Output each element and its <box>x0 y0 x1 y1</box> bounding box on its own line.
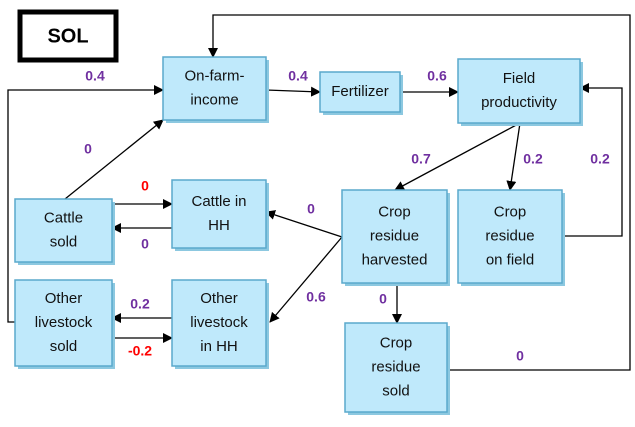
node-label: sold <box>50 233 78 250</box>
edge-label: 0.2 <box>130 296 150 312</box>
edge <box>394 122 521 191</box>
node-label: HH <box>208 217 230 234</box>
node-label: livestock <box>35 314 93 331</box>
edge-label: 0.4 <box>288 68 308 84</box>
edge-labels: 0.4 0.6 0.4 0 0.7 0.2 0.2 0 0 0 0.6 0 0.2 -0.2 0 <box>84 68 610 364</box>
edge <box>265 86 321 97</box>
edge-label: 0 <box>516 348 524 364</box>
edge-label: 0 <box>84 141 92 157</box>
node-box <box>341 189 448 284</box>
edge-label: 0 <box>379 291 387 307</box>
edge <box>506 122 521 191</box>
edge-label: 0.6 <box>427 68 447 84</box>
nodes: On-farm-income Fertilizer Field productivit… <box>14 56 583 415</box>
title: SOL <box>47 25 88 47</box>
edge-label: -0.2 <box>128 343 152 359</box>
node-box <box>14 279 113 367</box>
node-box <box>171 179 267 249</box>
edge-label: 0.2 <box>590 151 610 167</box>
node-label: productivity <box>481 94 557 111</box>
edge <box>265 210 343 238</box>
node-label: harvested <box>362 251 428 268</box>
node-label: Other <box>200 290 238 307</box>
node-label: Other <box>45 290 83 307</box>
node-box <box>457 58 581 124</box>
node-label: residue <box>370 227 419 244</box>
edge-label: 0.7 <box>411 151 431 167</box>
node-label: Crop <box>380 334 413 351</box>
edge-label: 0.2 <box>523 151 543 167</box>
node-box <box>14 198 113 263</box>
node-label: on field <box>486 251 534 268</box>
node-label: On-farm- <box>185 67 245 84</box>
edge <box>64 119 164 200</box>
edge <box>562 83 623 237</box>
node-label: in HH <box>200 338 238 355</box>
node-label: livestock <box>190 314 248 331</box>
edge-label: 0.4 <box>85 68 105 84</box>
node-label: residue <box>371 358 420 375</box>
node-box <box>162 56 267 121</box>
node-label: Cattle <box>44 209 83 226</box>
node-label: Field <box>503 70 536 87</box>
edge <box>208 14 631 371</box>
node-box <box>457 189 563 284</box>
edge <box>7 85 164 323</box>
title-box <box>17 9 119 63</box>
node-label: sold <box>50 338 78 355</box>
node-label: Crop <box>378 203 411 220</box>
edge-label: 0 <box>307 201 315 217</box>
edge-label: 0.6 <box>306 289 326 305</box>
node-box <box>319 71 401 113</box>
node-label: Crop <box>494 203 527 220</box>
node-label: Cattle in <box>191 193 246 210</box>
edges <box>7 14 631 371</box>
node-box <box>344 322 448 413</box>
node-label: sold <box>382 382 410 399</box>
node-box <box>171 279 267 367</box>
edge-label: 0 <box>141 178 149 194</box>
node-label: income <box>190 91 238 108</box>
node-label: residue <box>485 227 534 244</box>
edge-label: 0 <box>141 236 149 252</box>
edge <box>269 236 343 323</box>
node-label: Fertilizer <box>331 83 389 100</box>
